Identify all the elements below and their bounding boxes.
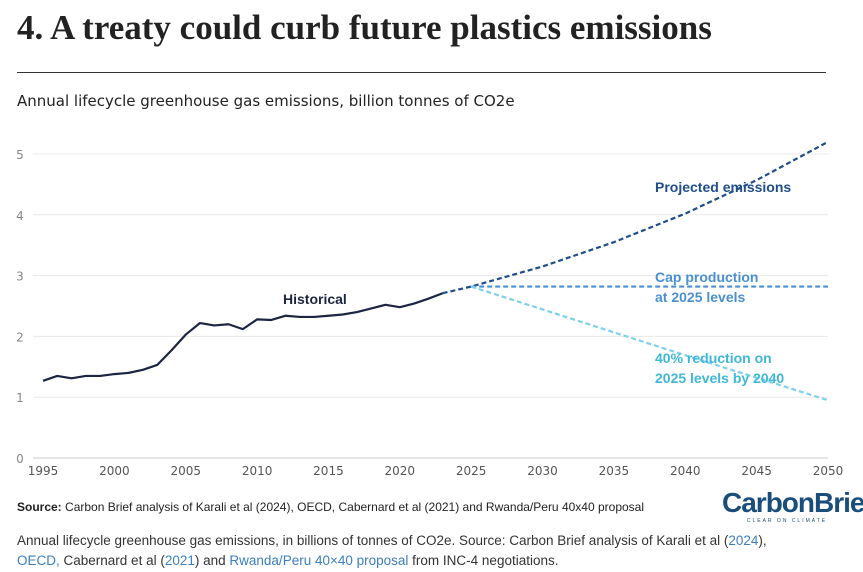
y-tick-label: 2 <box>16 330 24 344</box>
chart: 0 1 2 3 4 5 1995 2000 2005 2010 2015 2020 2025 2030 20… <box>16 140 844 478</box>
link-2024[interactable]: 2024 <box>728 533 759 548</box>
series-label-historical: Historical <box>283 291 347 307</box>
logo-word: CarbonBrief <box>722 487 863 518</box>
y-tick-label: 3 <box>16 270 24 284</box>
x-tick-label: 2015 <box>313 464 344 478</box>
series-label-projected: Projected emissions <box>655 179 791 195</box>
series-line-3 <box>470 285 829 402</box>
x-tick-label: 2030 <box>527 464 558 478</box>
source-note: Source: Carbon Brief analysis of Karali … <box>17 500 644 514</box>
x-tick-label: 1995 <box>28 464 59 478</box>
carbonbrief-logo: CarbonBrief CLEAR ON CLIMATE <box>722 487 863 525</box>
x-tick-label: 2045 <box>741 464 772 478</box>
x-tick-label: 2000 <box>99 464 130 478</box>
x-tick-label: 2035 <box>599 464 630 478</box>
y-tick-label: 1 <box>16 391 24 405</box>
x-tick-label: 2020 <box>385 464 416 478</box>
logo-tagline: CLEAR ON CLIMATE <box>746 518 828 524</box>
page-title: 4. A treaty could curb future plastics e… <box>17 8 712 47</box>
x-tick-label: 2025 <box>456 464 487 478</box>
series-label-cap: Cap production <box>655 269 758 285</box>
chart-title: Annual lifecycle greenhouse gas emission… <box>17 92 515 110</box>
y-tick-label: 4 <box>16 209 24 223</box>
y-tick-label: 5 <box>16 148 24 162</box>
link-oecd[interactable]: OECD, <box>17 553 60 568</box>
x-tick-label: 2050 <box>813 464 844 478</box>
series-label-cap: at 2025 levels <box>655 289 746 305</box>
link-2021[interactable]: 2021 <box>164 553 195 568</box>
link-rwanda-peru[interactable]: Rwanda/Peru 40×40 proposal <box>229 553 409 568</box>
x-tick-label: 2005 <box>170 464 201 478</box>
divider <box>17 72 826 73</box>
series-line-1 <box>442 140 829 295</box>
series-label-reduction: 40% reduction on <box>655 350 772 366</box>
series-label-reduction: 2025 levels by 2040 <box>655 370 784 386</box>
x-tick-label: 2010 <box>242 464 273 478</box>
x-tick-label: 2040 <box>670 464 701 478</box>
y-tick-label: 0 <box>16 452 24 466</box>
caption: Annual lifecycle greenhouse gas emission… <box>17 533 767 568</box>
series-line-0 <box>42 292 444 382</box>
source-label: Source: <box>17 500 62 514</box>
source-text: Carbon Brief analysis of Karali et al (2… <box>61 500 645 514</box>
